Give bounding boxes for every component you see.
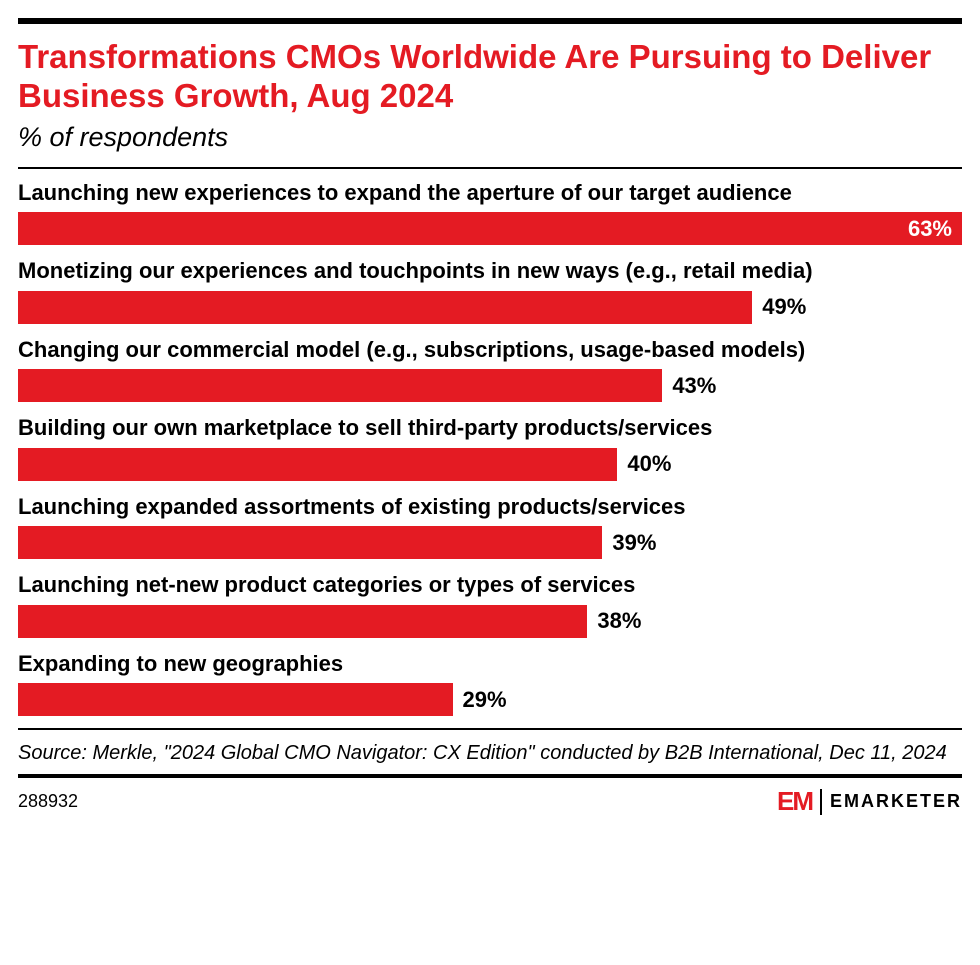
bar-value: 38% [597,608,641,634]
brand-divider [820,789,822,815]
bar-value: 63% [908,216,952,242]
bar [18,605,587,638]
bar-value: 49% [762,294,806,320]
bar [18,448,617,481]
chart-row: Building our own marketplace to sell thi… [18,414,962,481]
bar-wrap: 49% [18,291,962,324]
bar-wrap: 38% [18,605,962,638]
bar-label: Building our own marketplace to sell thi… [18,414,962,442]
bar [18,291,752,324]
bar-wrap: 40% [18,448,962,481]
source-note: Source: Merkle, "2024 Global CMO Navigat… [18,740,962,766]
brand-name: EMARKETER [830,791,962,812]
chart-row: Launching new experiences to expand the … [18,179,962,246]
footer: 288932 EM EMARKETER [18,786,962,817]
chart-title: Transformations CMOs Worldwide Are Pursu… [18,38,962,116]
brand-mark: EM [777,786,812,817]
chart-row: Monetizing our experiences and touchpoin… [18,257,962,324]
chart-subtitle: % of respondents [18,122,962,153]
bar-label: Monetizing our experiences and touchpoin… [18,257,962,285]
bar-value: 43% [672,373,716,399]
top-rule [18,18,962,24]
bar-label: Launching net-new product categories or … [18,571,962,599]
bar-label: Changing our commercial model (e.g., sub… [18,336,962,364]
footer-rule [18,774,962,778]
bar-value: 39% [612,530,656,556]
bar-value: 29% [463,687,507,713]
bar-value: 40% [627,451,671,477]
bar-wrap: 29% [18,683,962,716]
bar-label: Launching expanded assortments of existi… [18,493,962,521]
chart-row: Launching net-new product categories or … [18,571,962,638]
chart-id: 288932 [18,791,78,812]
bar-wrap: 39% [18,526,962,559]
bar [18,526,602,559]
chart-row: Changing our commercial model (e.g., sub… [18,336,962,403]
brand-logo: EM EMARKETER [777,786,962,817]
bar-chart: Launching new experiences to expand the … [18,169,962,717]
bar-wrap: 43% [18,369,962,402]
bar-wrap: 63% [18,212,962,245]
bar: 63% [18,212,962,245]
chart-row: Expanding to new geographies 29% [18,650,962,717]
bar [18,369,662,402]
chart-row: Launching expanded assortments of existi… [18,493,962,560]
divider-bottom [18,728,962,730]
bar-label: Launching new experiences to expand the … [18,179,962,207]
bar [18,683,453,716]
bar-label: Expanding to new geographies [18,650,962,678]
